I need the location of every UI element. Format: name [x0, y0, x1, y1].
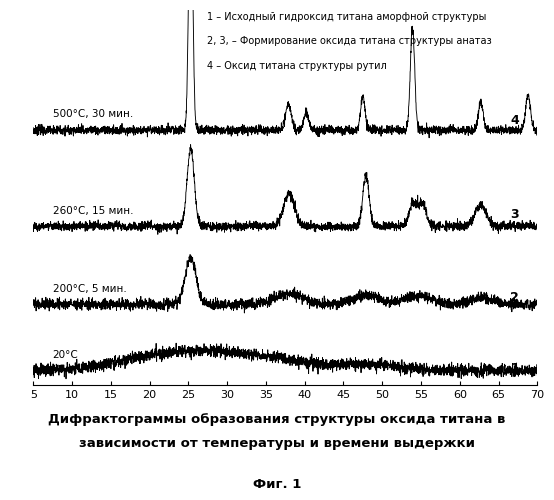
- Text: Фиг. 1: Фиг. 1: [253, 478, 301, 490]
- Text: Дифрактограммы образования структуры оксида титана в: Дифрактограммы образования структуры окс…: [48, 412, 506, 426]
- Text: 260°C, 15 мин.: 260°C, 15 мин.: [53, 206, 133, 216]
- Text: зависимости от температуры и времени выдержки: зависимости от температуры и времени выд…: [79, 438, 475, 450]
- Text: 2: 2: [510, 291, 519, 304]
- Text: 4 – Оксид титана структуры рутил: 4 – Оксид титана структуры рутил: [207, 60, 387, 70]
- Text: 4: 4: [510, 114, 519, 127]
- Text: 500°C, 30 мин.: 500°C, 30 мин.: [53, 110, 133, 120]
- Text: 2, 3, – Формирование оксида титана структуры анатаз: 2, 3, – Формирование оксида титана струк…: [207, 36, 492, 46]
- Text: 1: 1: [510, 362, 519, 374]
- Text: 1 – Исходный гидроксид титана аморфной структуры: 1 – Исходный гидроксид титана аморфной с…: [207, 12, 486, 22]
- Text: 200°C, 5 мин.: 200°C, 5 мин.: [53, 284, 126, 294]
- Text: 3: 3: [510, 208, 519, 221]
- Text: 20°C: 20°C: [53, 350, 78, 360]
